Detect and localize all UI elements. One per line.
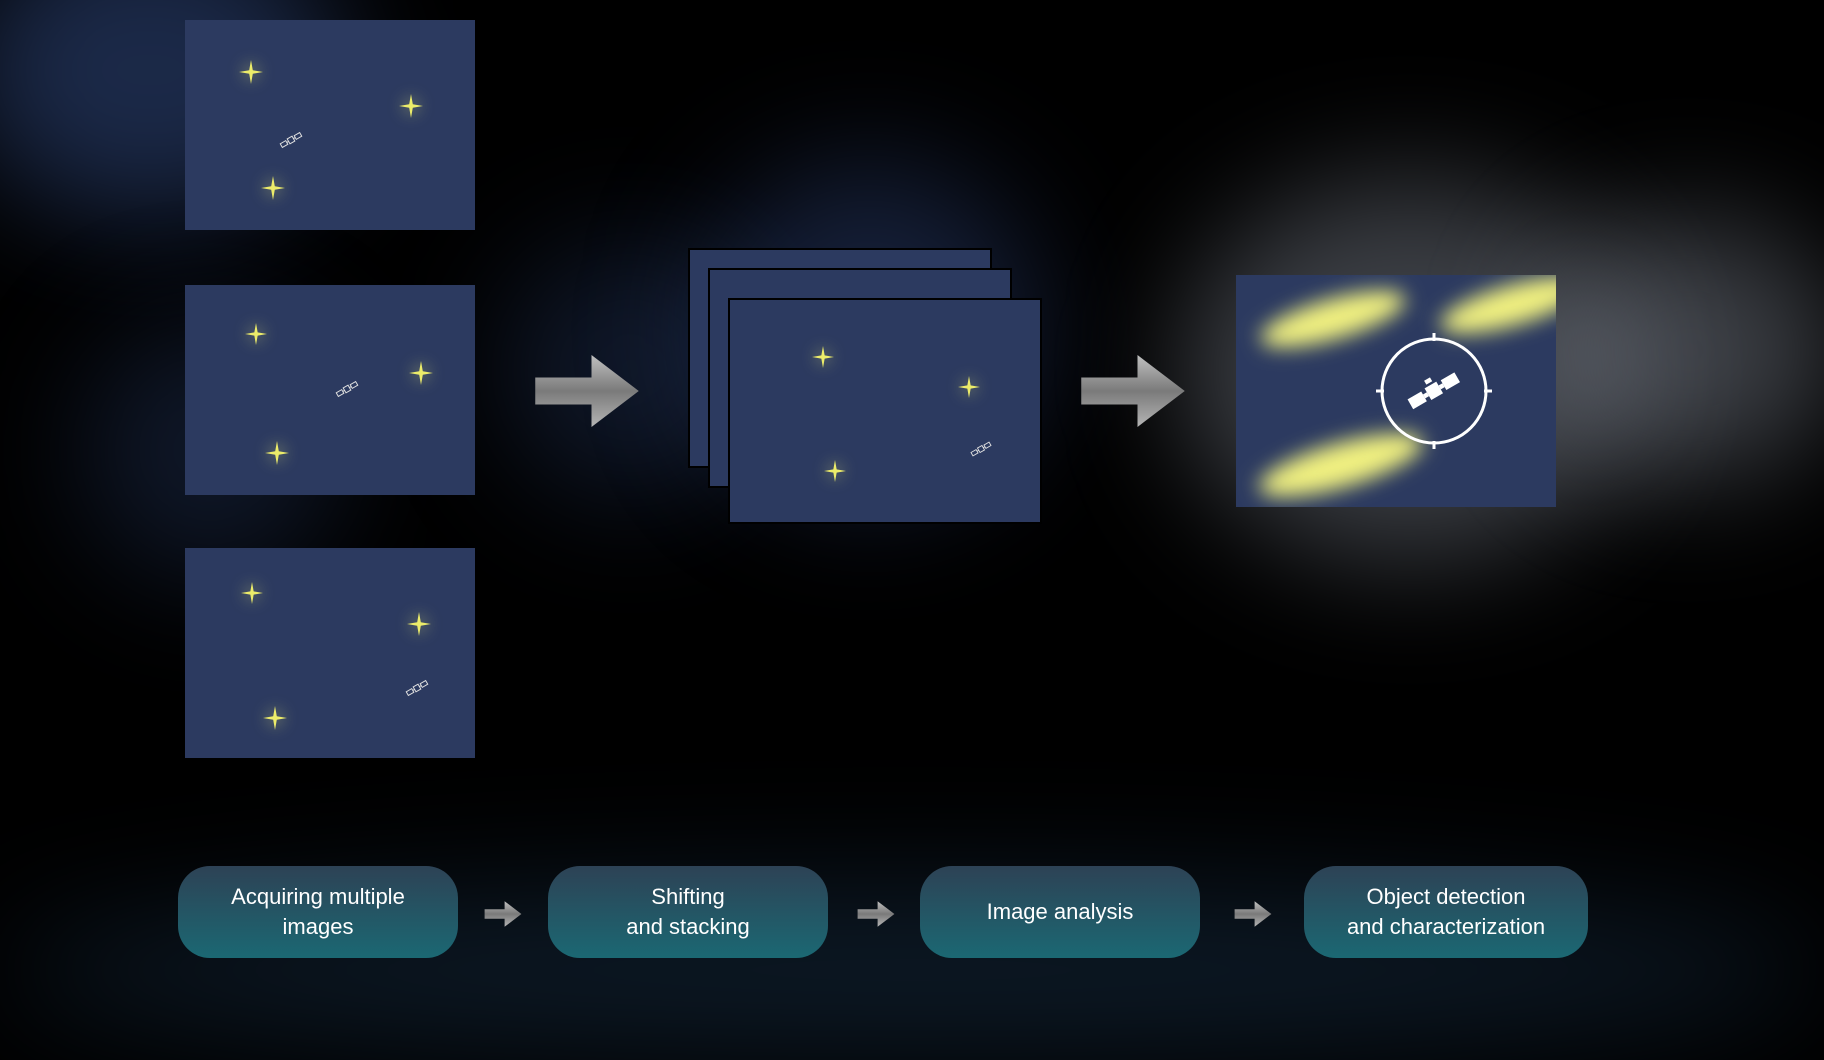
process-arrow-icon [530, 346, 644, 436]
step-arrow-icon [1230, 898, 1276, 930]
star-icon [958, 376, 980, 398]
satellite-outline-icon [277, 126, 305, 154]
acquisition-frame-2 [185, 285, 475, 495]
star-icon [399, 94, 423, 118]
result-frame-panel [1236, 275, 1556, 507]
stacked-frame-layer-3 [730, 300, 1040, 522]
step-label: Shiftingand stacking [626, 882, 750, 941]
acquisition-frame-1 [185, 20, 475, 230]
star-icon [245, 323, 267, 345]
step-label: Image analysis [987, 897, 1134, 927]
background-glow [1540, 220, 1824, 480]
star-icon [407, 612, 431, 636]
satellite-outline-icon [403, 674, 431, 702]
satellite-outline-icon [968, 436, 994, 462]
acquisition-frame-3 [185, 548, 475, 758]
star-icon [409, 361, 433, 385]
process-step-1: Acquiring multipleimages [178, 866, 458, 958]
step-arrow-icon [853, 898, 899, 930]
satellite-outline-icon [333, 375, 361, 403]
step-label: Acquiring multipleimages [231, 882, 405, 941]
star-icon [261, 176, 285, 200]
step-arrow-icon [480, 898, 526, 930]
process-step-3: Image analysis [920, 866, 1200, 958]
star-icon [241, 582, 263, 604]
star-icon [239, 60, 263, 84]
satellite-filled-icon [1400, 357, 1468, 425]
star-icon [824, 460, 846, 482]
process-arrow-icon [1076, 346, 1190, 436]
star-icon [265, 441, 289, 465]
process-step-4: Object detectionand characterization [1304, 866, 1588, 958]
process-step-2: Shiftingand stacking [548, 866, 828, 958]
star-icon [812, 346, 834, 368]
step-label: Object detectionand characterization [1347, 882, 1545, 941]
star-icon [263, 706, 287, 730]
